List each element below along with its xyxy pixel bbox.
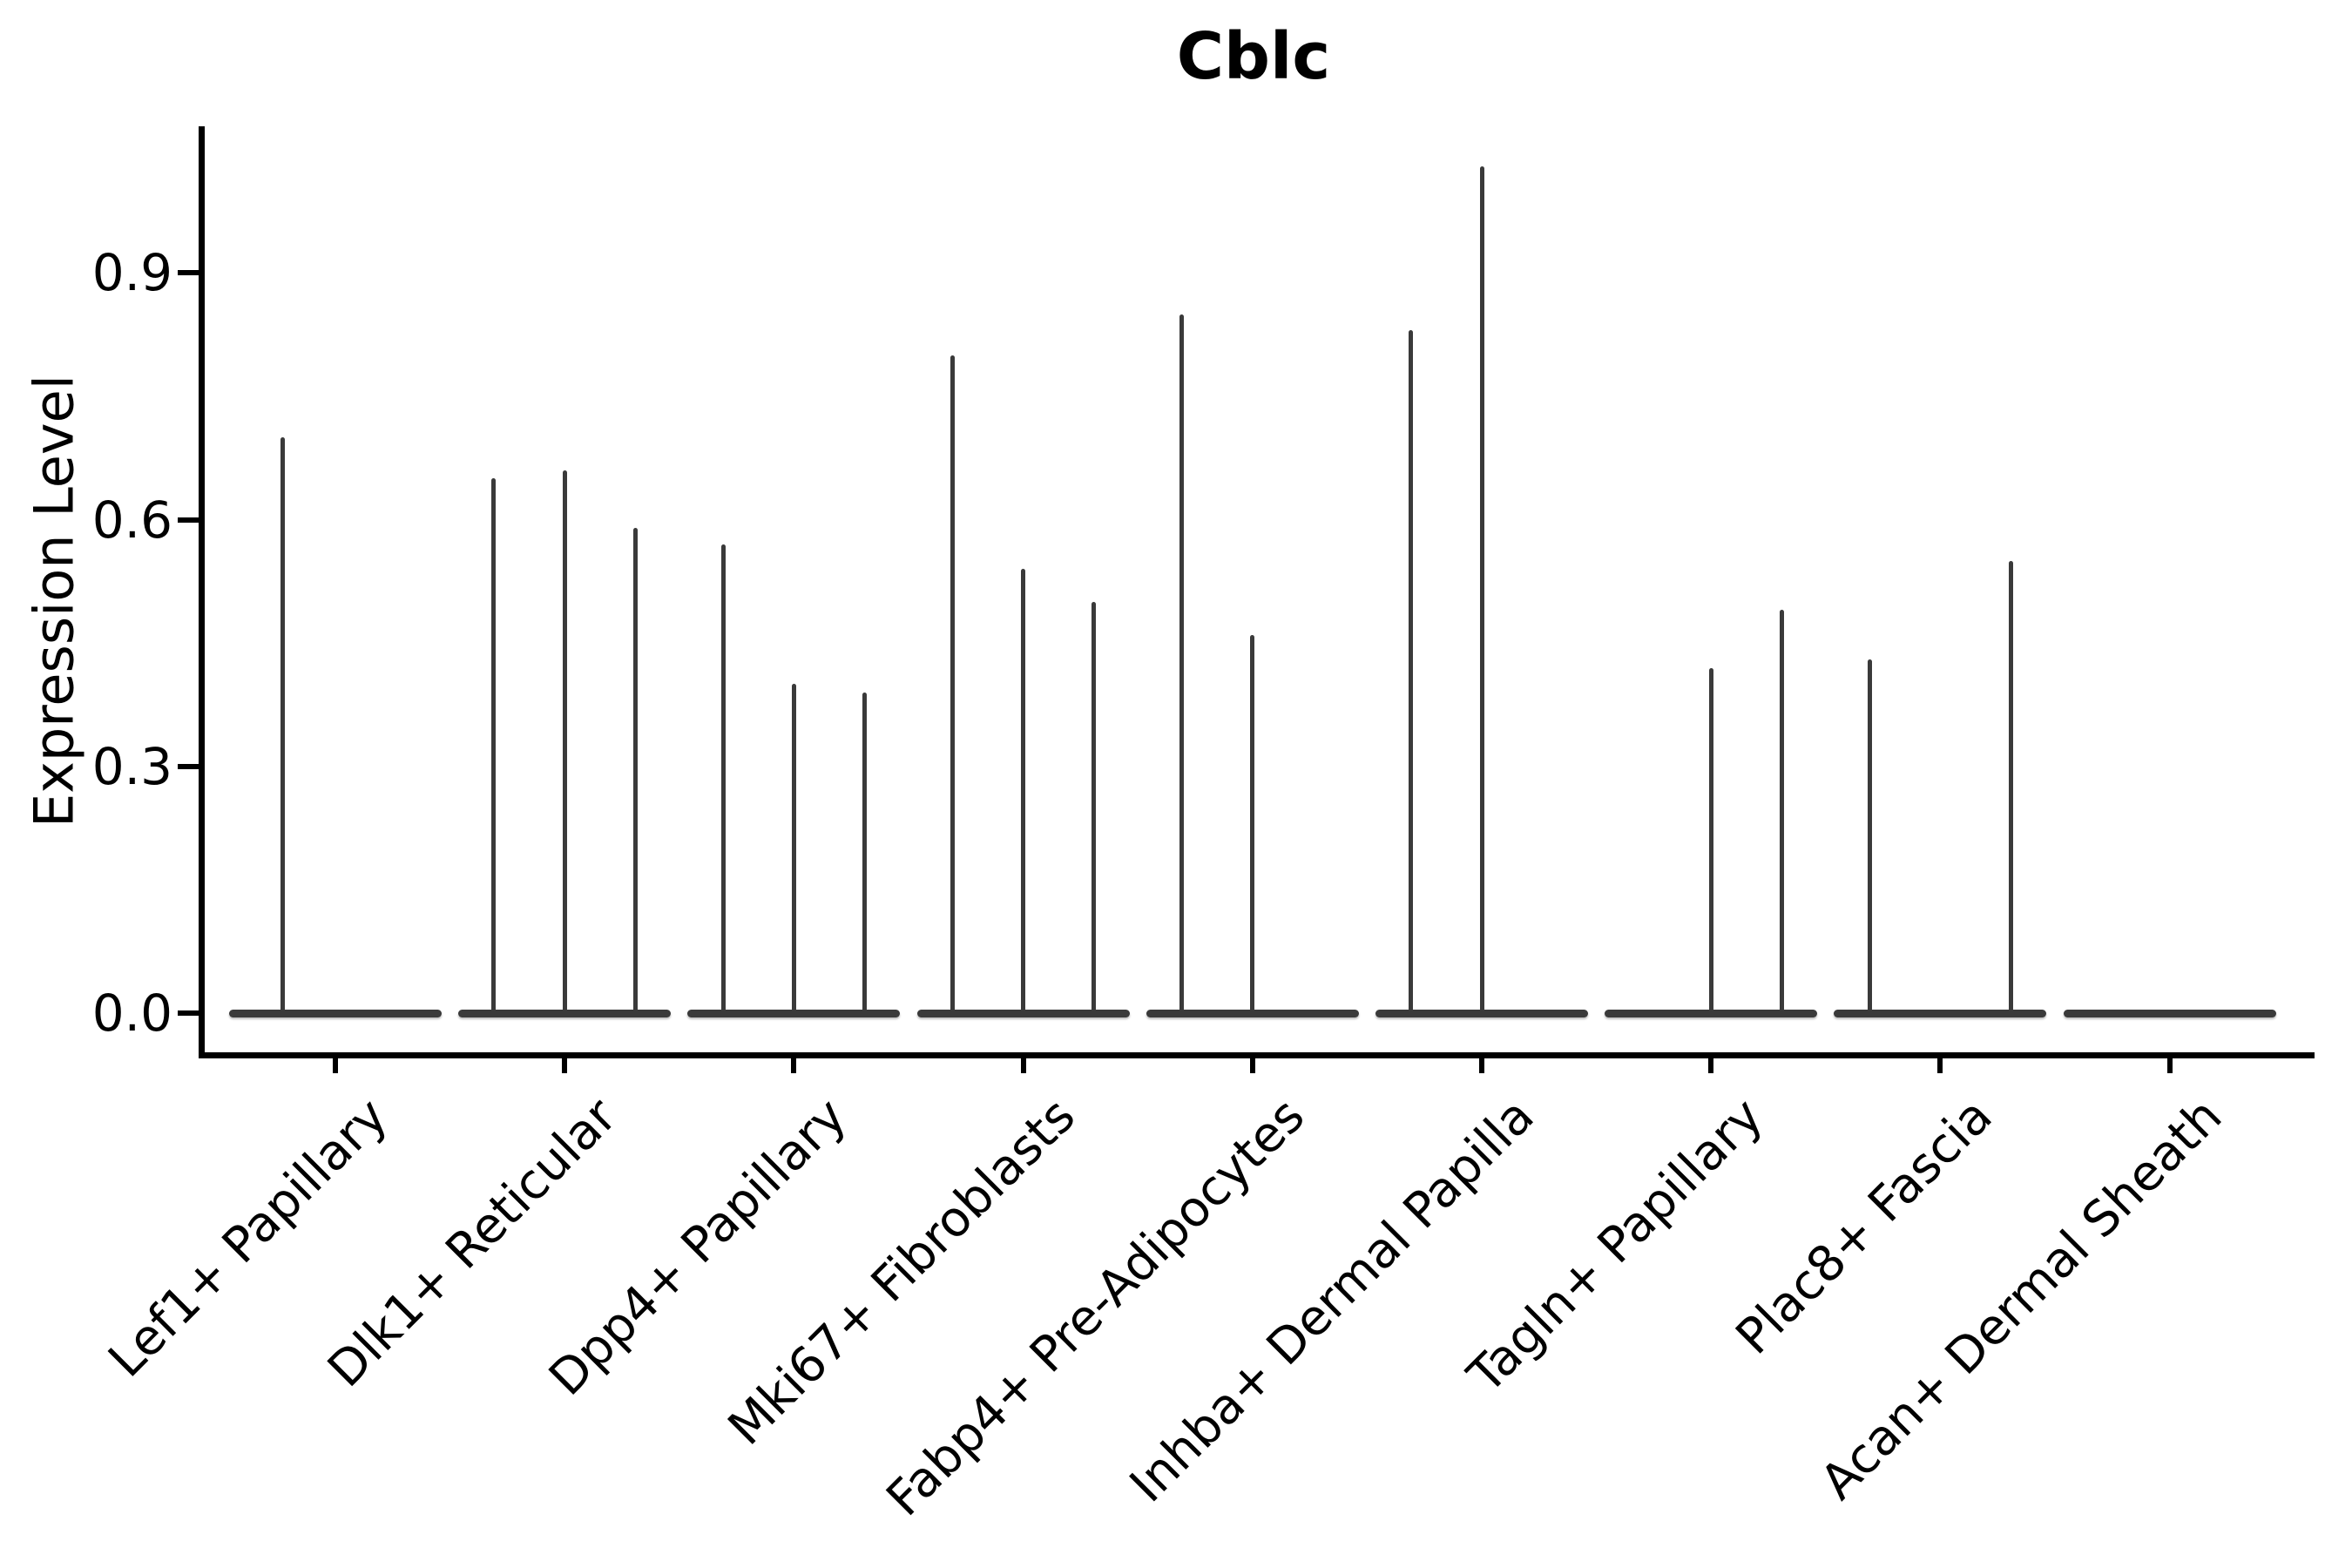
y-tick-label: 0.6: [91, 490, 172, 550]
violin-spike: [1092, 602, 1097, 1017]
plot-area: [199, 126, 2315, 1058]
x-tick-mark: [333, 1052, 338, 1073]
violin-spike: [950, 355, 955, 1017]
violin-spike: [1179, 314, 1184, 1017]
violin-base: [1834, 1010, 2047, 1017]
violin-spike: [1409, 330, 1414, 1017]
violin-spike: [1250, 634, 1255, 1017]
violin-spike: [1867, 659, 1872, 1017]
x-tick-mark: [1937, 1052, 1943, 1073]
violin-spike: [280, 437, 285, 1017]
x-tick-mark: [1479, 1052, 1484, 1073]
x-tick-label: Acan+ Dermal Sheath: [1809, 1087, 2234, 1511]
violin-base: [2063, 1010, 2276, 1017]
violin-spike: [791, 684, 796, 1017]
x-tick-label: Inhba+ Dermal Papilla: [1119, 1087, 1545, 1514]
x-tick-mark: [2166, 1052, 2173, 1073]
y-tick-label: 0.0: [91, 983, 172, 1043]
y-tick-mark: [178, 517, 199, 523]
violin-spike: [1021, 569, 1026, 1017]
y-tick-mark: [178, 763, 199, 769]
x-tick-mark: [1020, 1052, 1026, 1073]
violin-spike: [1708, 667, 1713, 1017]
violin-spike: [862, 692, 868, 1017]
violin-base: [229, 1010, 442, 1017]
violin-spike: [491, 478, 497, 1017]
y-tick-mark: [178, 270, 199, 276]
y-tick-label: 0.3: [91, 736, 172, 796]
violin-spike: [2009, 560, 2014, 1017]
x-tick-mark: [1708, 1052, 1714, 1073]
violin-spike: [1780, 610, 1785, 1017]
x-tick-mark: [562, 1052, 568, 1073]
chart-title: Cblc: [1176, 19, 1331, 94]
x-tick-mark: [1249, 1052, 1255, 1073]
violin-spike: [633, 528, 639, 1017]
x-tick-label: Fabp4+ Pre-Adipocytes: [875, 1087, 1316, 1528]
x-tick-mark: [791, 1052, 797, 1073]
violin-spike: [1479, 166, 1484, 1017]
violin-spike: [720, 544, 726, 1017]
y-tick-label: 0.9: [91, 243, 172, 303]
y-tick-mark: [178, 1010, 199, 1016]
violin-spike: [562, 470, 567, 1017]
